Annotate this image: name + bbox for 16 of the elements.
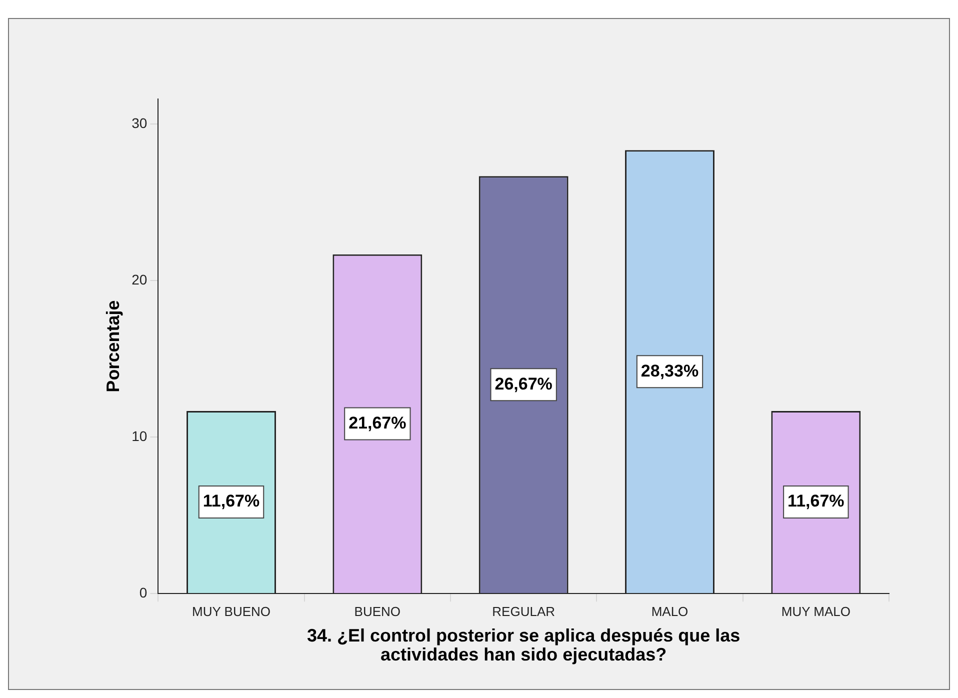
y-tick-label: 0 (139, 584, 148, 600)
x-tick-label: MUY MALO (781, 604, 850, 619)
y-tick-label: 10 (132, 428, 148, 444)
x-tick-label: REGULAR (492, 604, 556, 619)
y-tick-label: 20 (132, 271, 148, 288)
x-tick-label: BUENO (354, 604, 401, 619)
data-label: 28,33% (640, 361, 699, 380)
data-label: 11,67% (788, 492, 844, 511)
data-label: 21,67% (348, 413, 406, 432)
x-tick-label: MUY BUENO (192, 604, 271, 619)
y-axis-title: Porcentaje (102, 300, 123, 392)
x-tick-label: MALO (651, 604, 688, 619)
y-tick-label: 30 (132, 114, 148, 131)
data-label: 11,67% (202, 492, 260, 511)
x-axis-title: 34. ¿El control posterior se aplica después que las actividades han sido ejecutadas? (307, 626, 740, 665)
data-label: 26,67% (494, 374, 552, 394)
